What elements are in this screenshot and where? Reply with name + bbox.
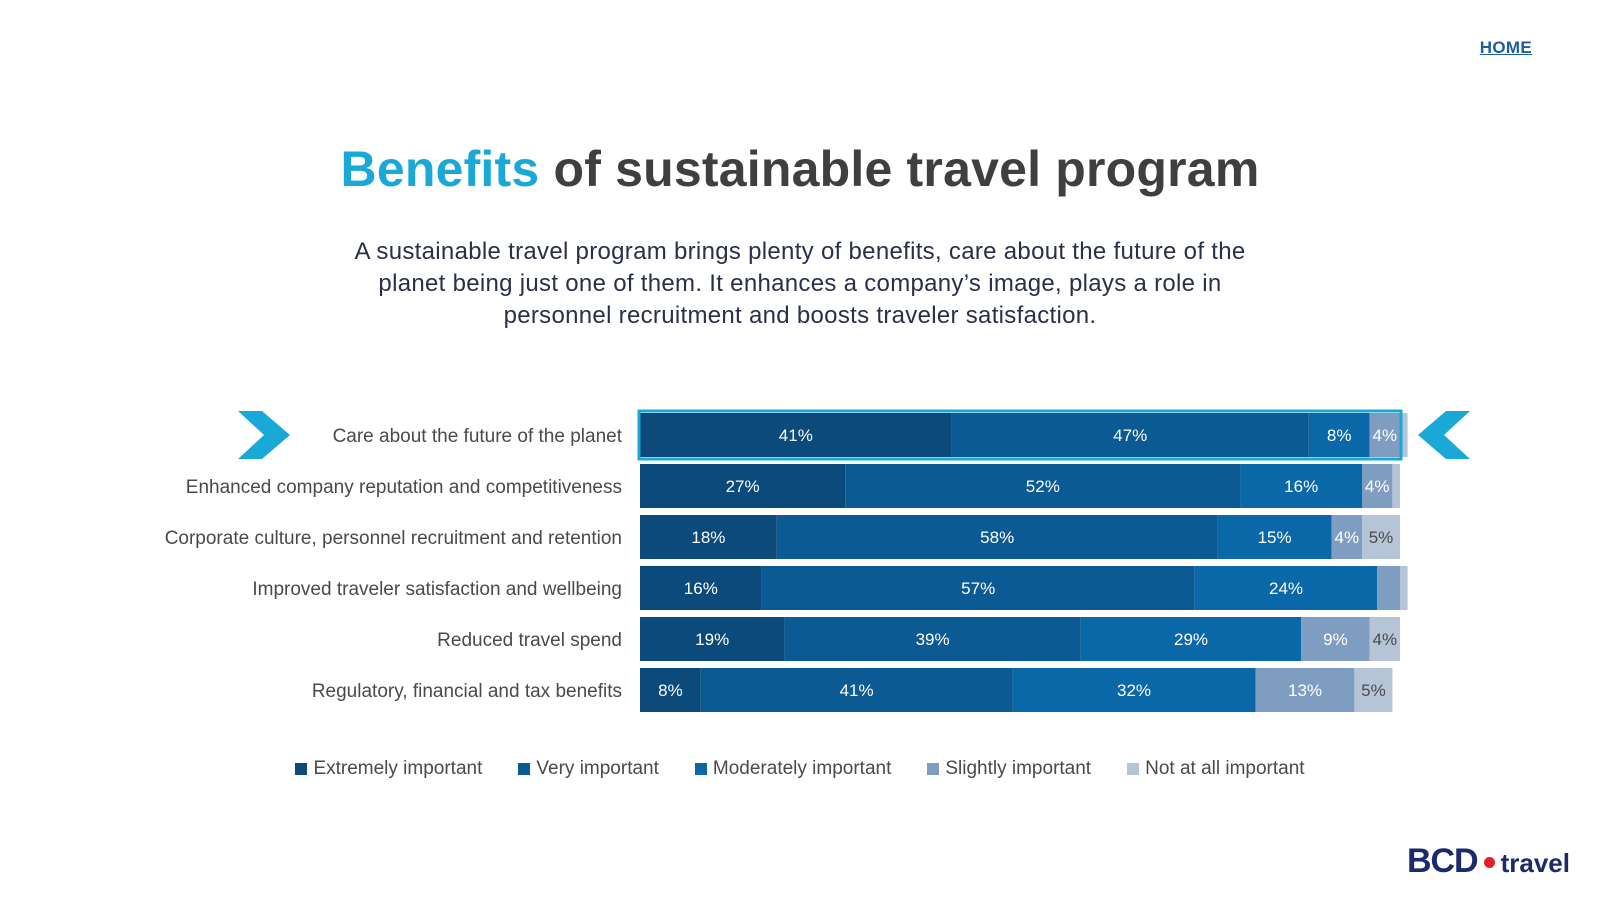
- category-label: Regulatory, financial and tax benefits: [312, 681, 622, 702]
- bar-segment: [1331, 515, 1362, 559]
- legend-swatch: [927, 763, 940, 775]
- page-title: Benefits of sustainable travel program: [0, 140, 1600, 198]
- data-label: 18%: [691, 528, 725, 547]
- data-label: 19%: [695, 630, 729, 649]
- page-title-rest: of sustainable travel program: [539, 141, 1260, 197]
- data-label: 27%: [726, 477, 760, 496]
- legend-item: Not at all important: [1127, 758, 1305, 780]
- data-label: 41%: [840, 681, 874, 700]
- data-label: 8%: [1327, 426, 1352, 445]
- bar-segment: [1354, 668, 1393, 712]
- chevron-left-icon: [1418, 411, 1470, 459]
- bar-segment: [1369, 617, 1400, 661]
- legend-label: Slightly important: [945, 758, 1092, 779]
- bar-segment: [1400, 413, 1408, 457]
- category-label: Reduced travel spend: [437, 630, 622, 651]
- data-label: 41%: [779, 426, 813, 445]
- legend-label: Not at all important: [1145, 758, 1305, 779]
- legend-item: Extremely important: [295, 758, 482, 780]
- bar-segment: [1217, 515, 1332, 559]
- legend-swatch: [518, 763, 531, 775]
- data-label: 5%: [1361, 681, 1386, 700]
- bar-segment: [1362, 464, 1393, 508]
- data-label: 52%: [1026, 477, 1060, 496]
- data-label: 4%: [1373, 426, 1398, 445]
- data-label: 4%: [1365, 477, 1390, 496]
- bar-segment: [640, 413, 952, 457]
- page-subtitle: A sustainable travel program brings plen…: [354, 238, 1246, 329]
- category-label: Enhanced company reputation and competit…: [186, 477, 622, 498]
- page-title-accent: Benefits: [340, 141, 540, 197]
- stacked-bar-chart: Care about the future of the planet 41% 47…: [165, 409, 1470, 712]
- bar-segment: [640, 566, 762, 610]
- bar-segment: [845, 464, 1241, 508]
- bar-segment: [1301, 617, 1370, 661]
- category-label: Care about the future of the planet: [333, 426, 623, 447]
- bar-segment: [776, 515, 1218, 559]
- bar-segment: [1308, 413, 1370, 457]
- bar-segment: [1369, 413, 1400, 457]
- bar-segment: [1377, 566, 1400, 610]
- logo-product-text: travel: [1500, 848, 1570, 878]
- bar-segment: [1392, 464, 1400, 508]
- bar-segment: [1194, 566, 1378, 610]
- bar-segment: [1362, 515, 1400, 559]
- data-label: 15%: [1258, 528, 1292, 547]
- bcd-travel-logo: BCD travel: [1407, 844, 1570, 878]
- data-label: 16%: [1284, 477, 1318, 496]
- bar-segment: [951, 413, 1309, 457]
- legend-swatch: [295, 763, 308, 775]
- legend-label: Very important: [536, 758, 659, 779]
- category-label: Corporate culture, personnel recruitment…: [165, 528, 622, 549]
- legend-swatch: [1127, 763, 1140, 775]
- bar-segment: [1240, 464, 1362, 508]
- chart-legend: Extremely important Very important Moderat…: [0, 758, 1600, 780]
- data-label: 29%: [1174, 630, 1208, 649]
- bar-segment: [1012, 668, 1256, 712]
- bar-segment: [640, 464, 846, 508]
- bar-segment: [640, 617, 785, 661]
- home-link[interactable]: HOME: [1479, 38, 1532, 57]
- bar-segment: [700, 668, 1013, 712]
- bar-segment: [1080, 617, 1302, 661]
- data-label: 58%: [980, 528, 1014, 547]
- bar-segment: [1255, 668, 1355, 712]
- chevron-right-icon: [238, 411, 290, 459]
- bar-segment: [784, 617, 1081, 661]
- data-label: 9%: [1323, 630, 1348, 649]
- data-label: 8%: [658, 681, 683, 700]
- bar-segment: [640, 515, 777, 559]
- data-label: 57%: [961, 579, 995, 598]
- legend-swatch: [694, 763, 707, 775]
- data-label: 4%: [1373, 630, 1398, 649]
- data-label: 13%: [1288, 681, 1322, 700]
- data-label: 47%: [1113, 426, 1147, 445]
- legend-item: Very important: [518, 758, 659, 780]
- highlight-border: [637, 409, 1403, 461]
- logo-brand-text: BCD: [1406, 842, 1479, 880]
- legend-item: Slightly important: [927, 758, 1091, 780]
- legend-label: Extremely important: [313, 758, 483, 779]
- category-label: Improved traveler satisfaction and wellb…: [252, 579, 622, 600]
- data-label: 16%: [684, 579, 718, 598]
- data-label: 4%: [1335, 528, 1360, 547]
- bar-segment: [640, 668, 701, 712]
- logo-dot-icon: [1483, 857, 1495, 868]
- data-label: 5%: [1369, 528, 1394, 547]
- bar-segment: [1400, 566, 1408, 610]
- legend-label: Moderately important: [712, 758, 892, 779]
- data-label: 39%: [916, 630, 950, 649]
- bar-segment: [761, 566, 1195, 610]
- data-label: 24%: [1269, 579, 1303, 598]
- data-label: 32%: [1117, 681, 1151, 700]
- legend-item: Moderately important: [694, 758, 892, 780]
